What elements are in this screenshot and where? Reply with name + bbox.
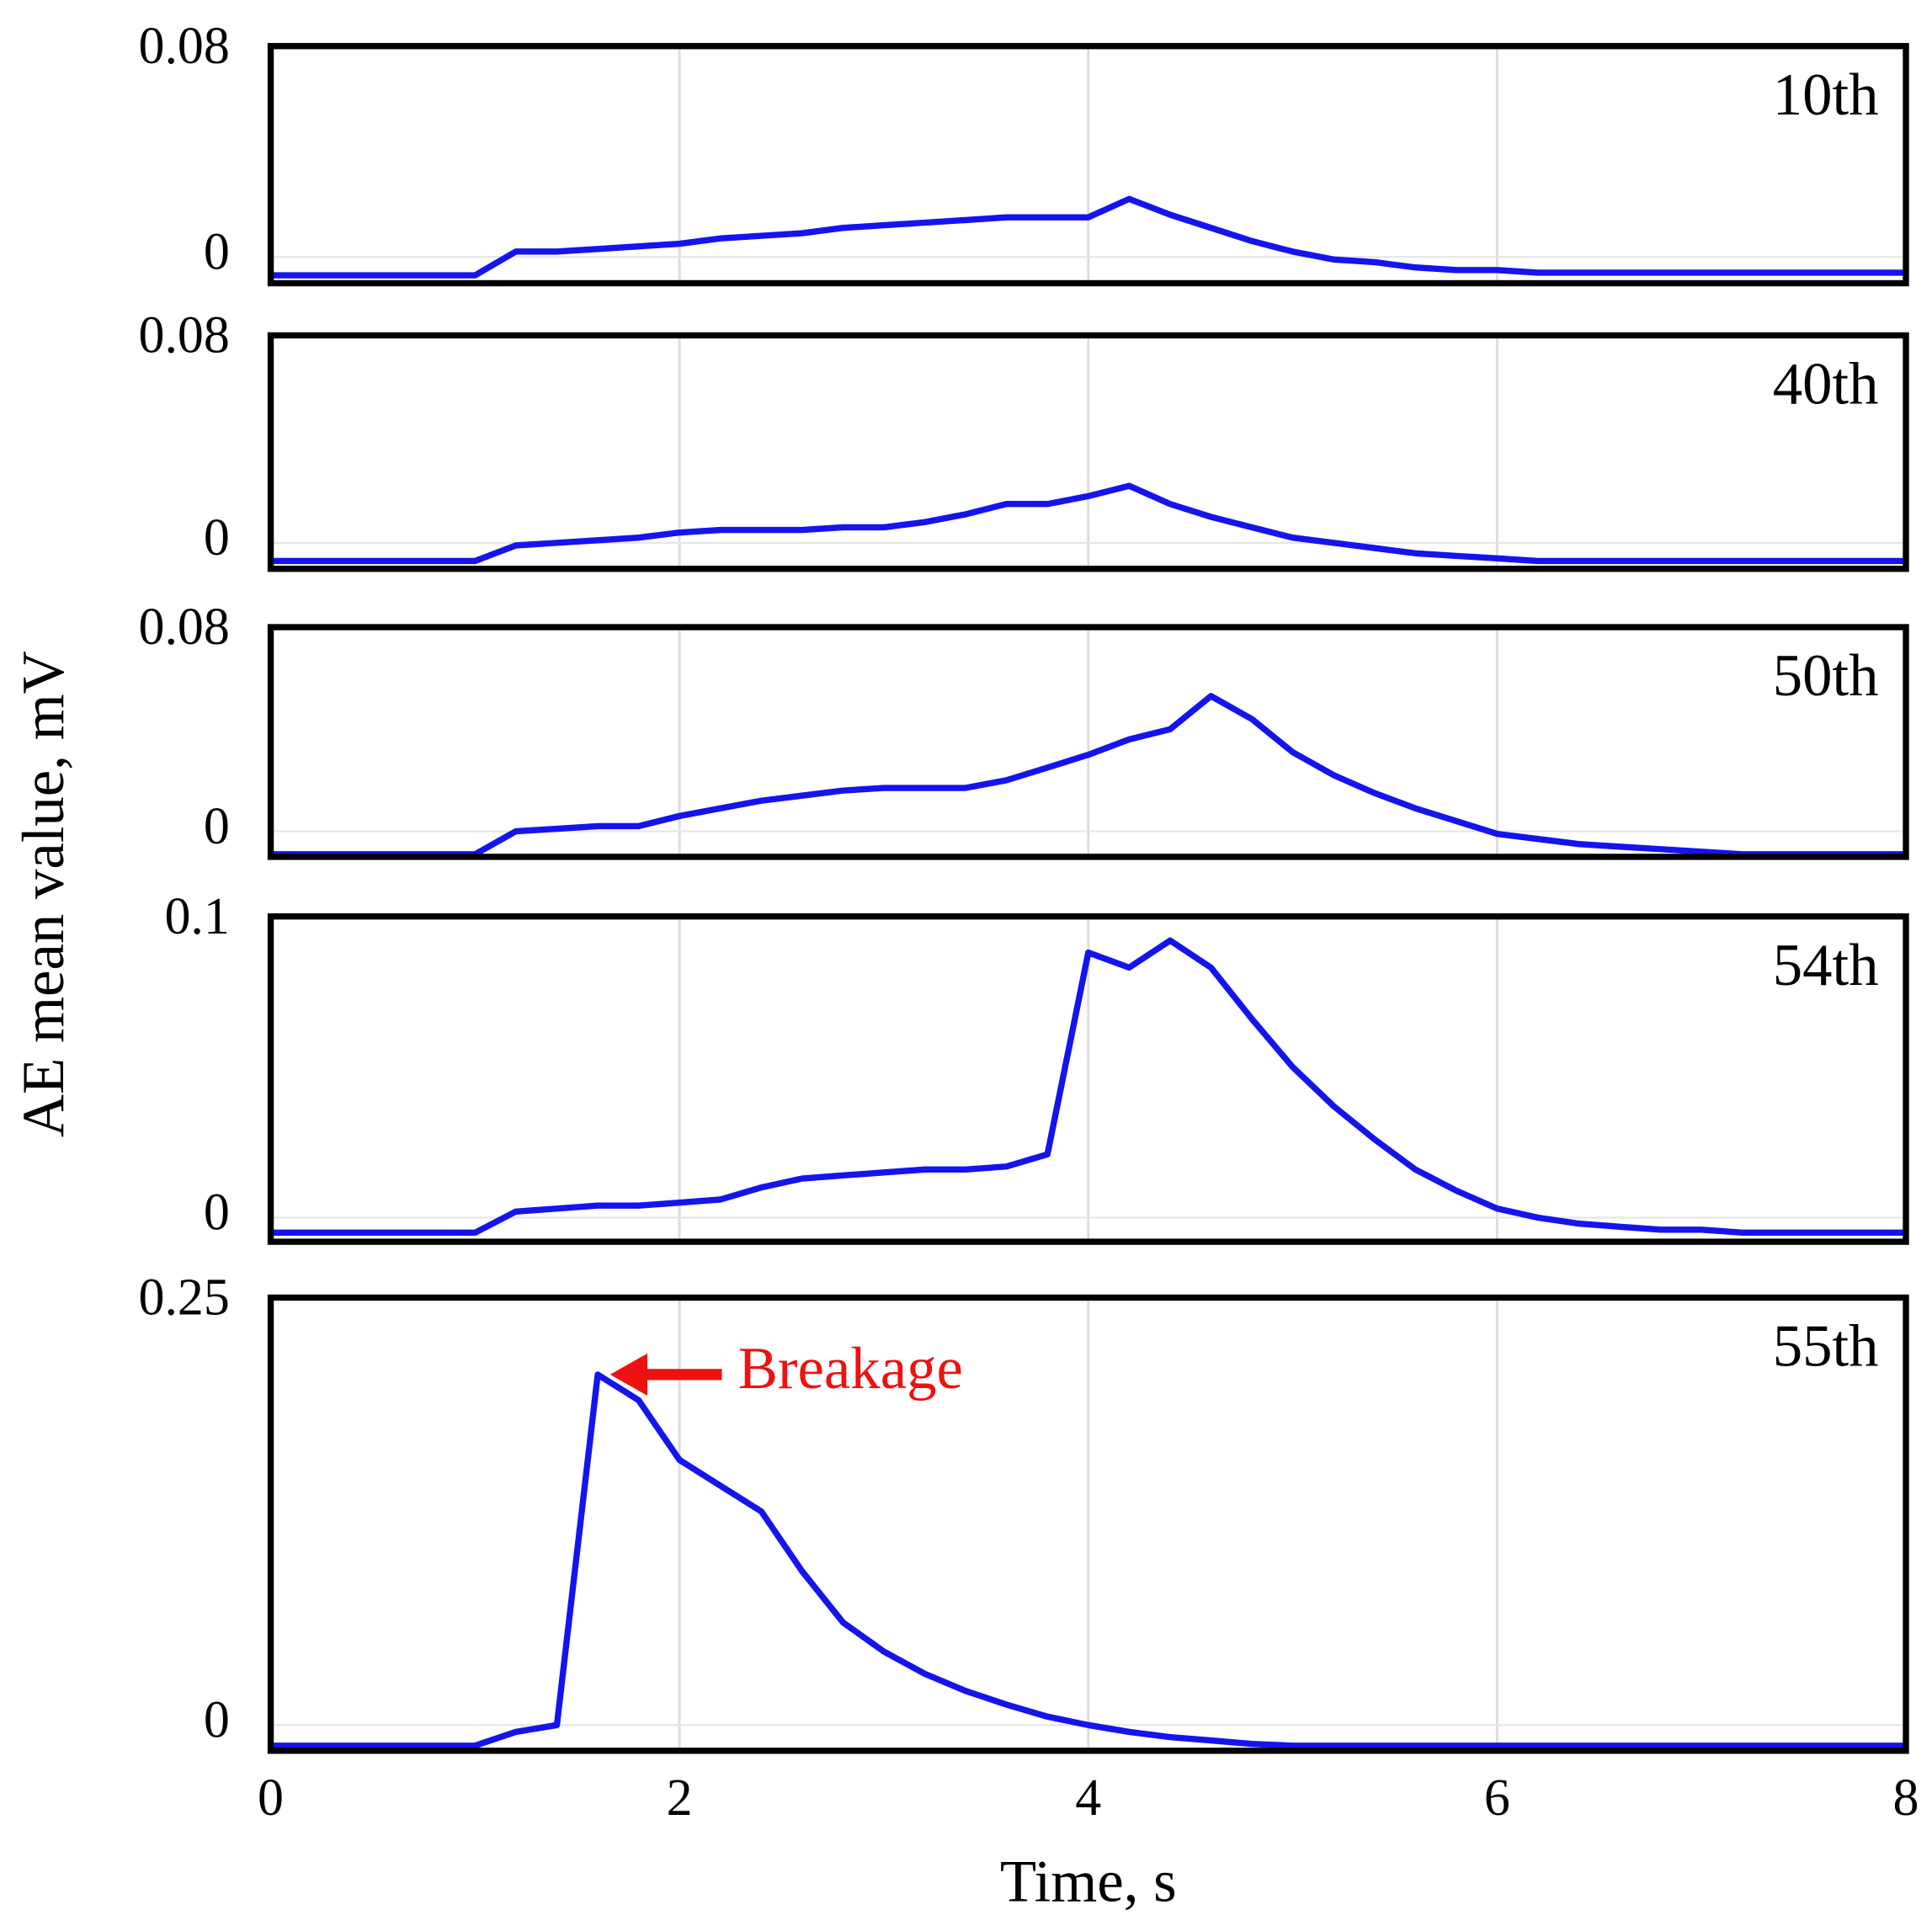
y-tick-label: 0	[204, 223, 230, 280]
panel-frame	[267, 43, 1909, 287]
data-line	[270, 1371, 1907, 1749]
panel-label: 55th	[1773, 1314, 1879, 1380]
x-tick-label: 0	[258, 1769, 284, 1827]
x-tick-label: 6	[1484, 1769, 1510, 1827]
y-tick-label: 0.08	[138, 307, 229, 364]
panel-label: 10th	[1773, 62, 1879, 128]
y-tick-label: 0.1	[164, 888, 229, 945]
data-line	[270, 482, 1907, 565]
panel-frame	[267, 332, 1909, 572]
panel-frame	[267, 1294, 1909, 1754]
panel-label: 40th	[1773, 352, 1879, 418]
panel-frame	[267, 624, 1909, 860]
annotation-arrowhead	[609, 1353, 648, 1396]
y-tick-label: 0.08	[138, 18, 229, 75]
y-tick-label: 0	[204, 798, 230, 855]
x-tick-label: 2	[667, 1769, 693, 1827]
y-tick-label: 0	[204, 1184, 230, 1242]
y-tick-label: 0.08	[138, 599, 229, 656]
y-axis-label: AE mean value, mV	[11, 651, 77, 1137]
x-tick-label: 4	[1075, 1769, 1101, 1827]
y-tick-label: 0.25	[138, 1269, 229, 1327]
panel-frame	[267, 913, 1909, 1245]
data-line	[270, 693, 1907, 858]
panel-label: 54th	[1773, 933, 1879, 998]
data-line	[270, 195, 1907, 279]
x-tick-label: 8	[1893, 1769, 1919, 1827]
data-line	[270, 937, 1907, 1237]
annotation: Breakage	[738, 1336, 963, 1402]
y-tick-label: 0	[204, 1692, 230, 1749]
x-axis-label: Time, s	[1000, 1849, 1177, 1914]
y-tick-label: 0	[204, 509, 230, 567]
panel-label: 50th	[1773, 643, 1879, 709]
